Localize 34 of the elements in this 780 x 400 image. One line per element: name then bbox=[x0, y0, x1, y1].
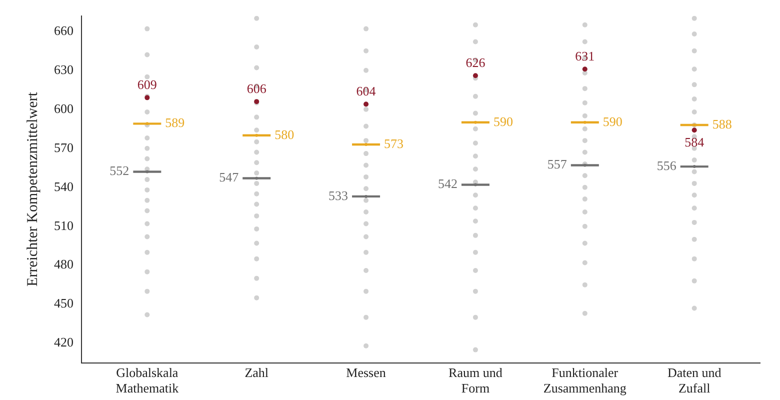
data-label: 604 bbox=[356, 84, 376, 99]
data-label: 590 bbox=[602, 114, 622, 129]
y-tick-label: 450 bbox=[54, 296, 74, 311]
data-label: 588 bbox=[712, 116, 732, 132]
x-tick-label: Daten und Zufall bbox=[667, 365, 722, 396]
data-label: 533 bbox=[328, 188, 348, 203]
data-label: 590 bbox=[493, 114, 513, 129]
data-label: 584 bbox=[684, 134, 705, 150]
data-label: 626 bbox=[466, 55, 486, 70]
x-tick-label: Funktionaler Zusammenhang bbox=[543, 365, 627, 396]
x-tick-label: Zahl bbox=[244, 365, 269, 380]
x-tick-label: Globalskala Mathematik bbox=[116, 365, 180, 396]
x-tick-label: Messen bbox=[346, 365, 386, 380]
y-tick-label: 570 bbox=[54, 140, 74, 155]
y-tick-label: 420 bbox=[54, 334, 74, 350]
y-tick-label: 480 bbox=[54, 256, 74, 272]
data-label: 589 bbox=[165, 115, 185, 130]
data-label: 556 bbox=[656, 158, 677, 173]
y-tick-label: 630 bbox=[54, 62, 74, 77]
data-label: 631 bbox=[575, 48, 595, 64]
data-label: 580 bbox=[274, 126, 294, 142]
x-tick-label: Raum und Form bbox=[448, 365, 503, 396]
data-label: 606 bbox=[246, 80, 267, 96]
data-label: 573 bbox=[384, 136, 404, 151]
data-label: 552 bbox=[110, 163, 130, 178]
y-axis-title: Erreichter Kompetenzmittelwert bbox=[24, 91, 41, 287]
y-tick-label: 540 bbox=[54, 178, 74, 194]
y-tick-label: 600 bbox=[54, 100, 74, 116]
data-label: 547 bbox=[219, 170, 240, 185]
data-label: 557 bbox=[547, 156, 568, 172]
data-label: 609 bbox=[137, 77, 157, 92]
y-tick-label: 510 bbox=[54, 218, 74, 233]
y-tick-label: 660 bbox=[54, 22, 74, 38]
data-label: 542 bbox=[438, 176, 458, 192]
